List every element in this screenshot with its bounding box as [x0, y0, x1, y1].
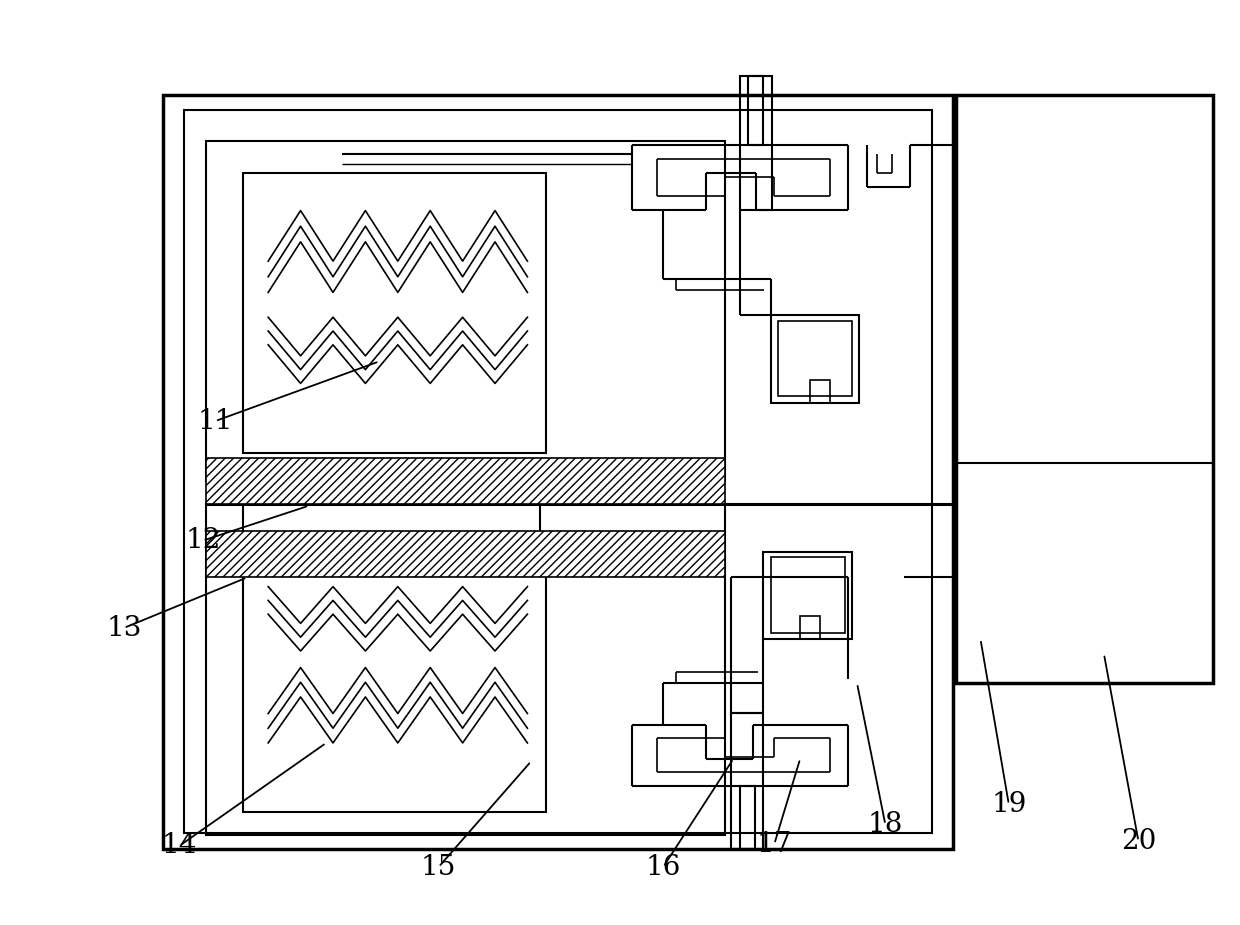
Bar	[800, 616, 820, 639]
Bar	[243, 173, 546, 453]
Bar	[732, 712, 763, 848]
Bar	[740, 786, 755, 848]
Bar	[207, 458, 725, 504]
Text: 12: 12	[185, 527, 221, 554]
Bar	[164, 94, 954, 848]
Text: 17: 17	[756, 831, 792, 857]
Bar	[207, 532, 725, 577]
Text: 16: 16	[646, 854, 681, 881]
Bar	[185, 110, 932, 833]
Text: 15: 15	[420, 854, 456, 881]
Bar	[810, 380, 830, 402]
Bar	[777, 321, 852, 396]
Text: 20: 20	[1121, 828, 1156, 855]
Text: 18: 18	[868, 811, 903, 838]
Bar	[956, 94, 1213, 684]
Text: 11: 11	[197, 408, 233, 435]
Text: 19: 19	[991, 791, 1027, 818]
Bar	[770, 315, 859, 402]
Bar	[740, 77, 771, 210]
Bar	[207, 504, 725, 835]
Bar	[749, 77, 763, 145]
Bar	[243, 504, 539, 554]
Bar	[207, 141, 725, 481]
Bar	[770, 557, 844, 633]
Text: 13: 13	[107, 614, 141, 642]
Bar	[243, 536, 546, 812]
Bar	[763, 551, 852, 639]
Text: 14: 14	[161, 832, 197, 859]
